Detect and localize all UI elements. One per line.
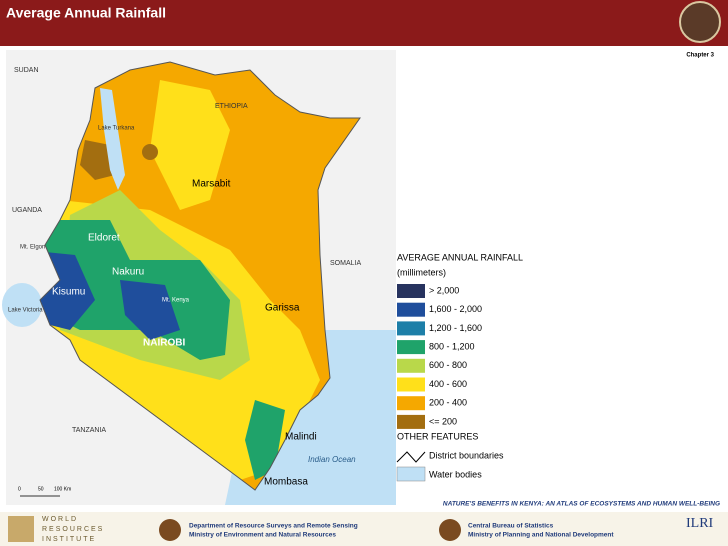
legend-swatch bbox=[397, 358, 425, 373]
map-label: Mombasa bbox=[264, 477, 308, 488]
legend-label: 200 - 400 bbox=[429, 398, 467, 408]
legend-title: AVERAGE ANNUAL RAINFALL bbox=[397, 252, 523, 262]
wri-text: WORLD bbox=[42, 516, 78, 523]
map-label: Mt. Elgon bbox=[20, 245, 45, 251]
map-label: Garissa bbox=[265, 303, 300, 314]
legend-swatch bbox=[397, 340, 425, 355]
legend-swatch bbox=[397, 321, 425, 336]
legend-swatch bbox=[397, 414, 425, 429]
atlas-note: NATURE'S BENEFITS IN KENYA: AN ATLAS OF … bbox=[443, 501, 720, 508]
legend-swatch bbox=[397, 377, 425, 392]
footer-bar bbox=[0, 512, 728, 546]
footer-text: Ministry of Planning and National Develo… bbox=[468, 532, 614, 539]
legend: AVERAGE ANNUAL RAINFALL (millimeters) OT… bbox=[396, 252, 523, 482]
zone bbox=[80, 140, 115, 180]
legend-unit: (millimeters) bbox=[397, 267, 446, 277]
legend-label: District boundaries bbox=[429, 450, 504, 460]
map-label: Indian Ocean bbox=[308, 455, 356, 464]
map-label: Lake Victoria bbox=[8, 308, 43, 314]
legend-label: 1,200 - 1,600 bbox=[429, 323, 482, 333]
header-bar bbox=[0, 0, 728, 46]
legend-subtitle: OTHER FEATURES bbox=[397, 431, 478, 441]
legend-label: <= 200 bbox=[429, 416, 457, 426]
legend-swatch bbox=[397, 302, 425, 317]
legend-swatch bbox=[397, 284, 425, 298]
map-label: Mt. Kenya bbox=[162, 298, 190, 304]
map-label: Lake Turkana bbox=[98, 126, 135, 132]
map-label: Kisumu bbox=[52, 287, 85, 298]
map-label: ETHIOPIA bbox=[215, 103, 248, 110]
scale-label: 50 bbox=[38, 486, 44, 492]
map-label: Nakuru bbox=[112, 267, 144, 278]
country-border bbox=[39, 61, 361, 491]
legend-label: 800 - 1,200 bbox=[429, 341, 475, 351]
map-label: Marsabit bbox=[192, 179, 231, 190]
footer-text: Ministry of Environment and Natural Reso… bbox=[189, 532, 336, 539]
legend-label: Water bodies bbox=[429, 469, 482, 479]
lake-turkana bbox=[100, 88, 125, 190]
footer-text: Department of Resource Surveys and Remot… bbox=[189, 523, 358, 530]
legend-swatch bbox=[397, 396, 425, 411]
zone bbox=[120, 280, 180, 340]
scale-label: 100 Km bbox=[54, 486, 71, 492]
zone bbox=[150, 80, 230, 210]
legend-label: 1,600 - 2,000 bbox=[429, 304, 482, 314]
legend-label: 400 - 600 bbox=[429, 379, 467, 389]
footer-text: Central Bureau of Statistics bbox=[468, 523, 554, 530]
map-label: SUDAN bbox=[14, 67, 39, 74]
wri-text: RESOURCES bbox=[42, 526, 104, 533]
legend-label: > 2,000 bbox=[429, 285, 459, 295]
kenya-seal bbox=[159, 519, 181, 541]
lake-victoria bbox=[2, 283, 42, 327]
chapter: Chapter 3 bbox=[686, 53, 714, 59]
map-label: TANZANIA bbox=[72, 427, 106, 434]
district-symbol bbox=[396, 451, 426, 463]
kenya-seal bbox=[439, 519, 461, 541]
map-label: NAIROBI bbox=[143, 338, 185, 349]
ilri-logo: ILRI bbox=[686, 516, 714, 531]
wri-logo bbox=[8, 516, 34, 542]
map-label: UGANDA bbox=[12, 207, 42, 214]
zone bbox=[142, 144, 158, 160]
map: SUDAN ETHIOPIA Lake Turkana Marsabit UGA… bbox=[2, 50, 396, 505]
water-symbol bbox=[396, 466, 426, 482]
legend-label: 600 - 800 bbox=[429, 360, 467, 370]
map-label: SOMALIA bbox=[330, 260, 361, 267]
title: Average Annual Rainfall bbox=[6, 5, 166, 21]
map-label: Malindi bbox=[285, 432, 317, 443]
wri-text: INSTITUTE bbox=[42, 536, 96, 543]
map-label: Eldoret bbox=[88, 233, 120, 244]
scale-label: 0 bbox=[18, 486, 21, 492]
portrait bbox=[679, 1, 721, 43]
